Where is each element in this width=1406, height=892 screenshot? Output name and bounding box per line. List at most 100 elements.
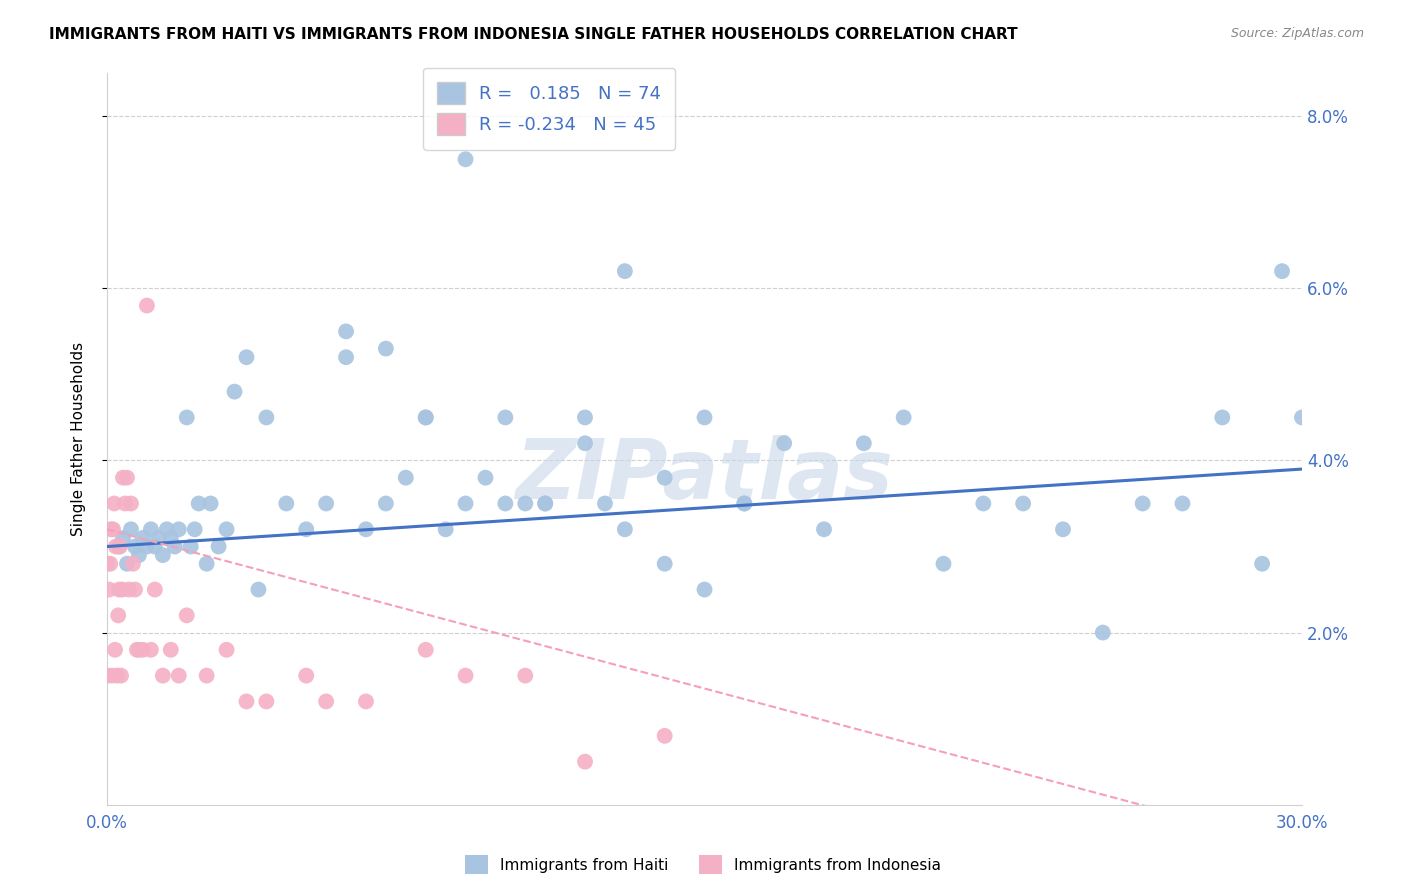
Point — [98, 582, 121, 597]
Point — [454, 496, 477, 510]
Point — [1251, 557, 1274, 571]
Text: IMMIGRANTS FROM HAITI VS IMMIGRANTS FROM INDONESIA SINGLE FATHER HOUSEHOLDS CORR: IMMIGRANTS FROM HAITI VS IMMIGRANTS FROM… — [49, 27, 1018, 42]
Point — [1171, 496, 1194, 510]
Legend: R =   0.185   N = 74, R = -0.234   N = 45: R = 0.185 N = 74, R = -0.234 N = 45 — [423, 68, 675, 150]
Point — [654, 557, 676, 571]
Point — [593, 496, 616, 510]
Point — [335, 350, 357, 364]
Point — [183, 522, 205, 536]
Point — [415, 410, 437, 425]
Point — [96, 668, 118, 682]
Point — [111, 582, 134, 597]
Point — [143, 582, 166, 597]
Point — [224, 384, 246, 399]
Point — [693, 410, 716, 425]
Point — [574, 410, 596, 425]
Point — [893, 410, 915, 425]
Point — [254, 694, 277, 708]
Point — [454, 153, 477, 167]
Point — [124, 582, 146, 597]
Point — [1211, 410, 1233, 425]
Point — [105, 668, 128, 682]
Point — [494, 496, 516, 510]
Point — [100, 522, 122, 536]
Point — [148, 531, 170, 545]
Point — [295, 522, 318, 536]
Point — [354, 694, 377, 708]
Point — [163, 540, 186, 554]
Point — [654, 729, 676, 743]
Legend: Immigrants from Haiti, Immigrants from Indonesia: Immigrants from Haiti, Immigrants from I… — [458, 849, 948, 880]
Point — [972, 496, 994, 510]
Point — [108, 540, 131, 554]
Point — [1291, 410, 1313, 425]
Point — [180, 540, 202, 554]
Point — [159, 642, 181, 657]
Point — [374, 496, 396, 510]
Text: Source: ZipAtlas.com: Source: ZipAtlas.com — [1230, 27, 1364, 40]
Point — [374, 342, 396, 356]
Point — [104, 642, 127, 657]
Point — [415, 410, 437, 425]
Point — [108, 540, 131, 554]
Y-axis label: Single Father Households: Single Father Households — [72, 342, 86, 536]
Point — [1012, 496, 1035, 510]
Point — [104, 540, 127, 554]
Point — [143, 540, 166, 554]
Point — [434, 522, 457, 536]
Point — [195, 668, 218, 682]
Point — [139, 642, 162, 657]
Point — [515, 668, 537, 682]
Point — [295, 668, 318, 682]
Point — [515, 496, 537, 510]
Point — [115, 471, 138, 485]
Point — [654, 471, 676, 485]
Point — [254, 410, 277, 425]
Point — [122, 557, 145, 571]
Point — [176, 608, 198, 623]
Point — [124, 540, 146, 554]
Point — [108, 582, 131, 597]
Point — [152, 548, 174, 562]
Point — [315, 694, 337, 708]
Point — [415, 642, 437, 657]
Point — [167, 668, 190, 682]
Point — [395, 471, 418, 485]
Point — [98, 557, 121, 571]
Point — [613, 264, 636, 278]
Point — [135, 299, 157, 313]
Point — [534, 496, 557, 510]
Point — [932, 557, 955, 571]
Point — [1132, 496, 1154, 510]
Point — [773, 436, 796, 450]
Point — [114, 496, 136, 510]
Point — [813, 522, 835, 536]
Point — [167, 522, 190, 536]
Point — [335, 325, 357, 339]
Point — [111, 471, 134, 485]
Point — [574, 436, 596, 450]
Point — [101, 522, 124, 536]
Point — [693, 582, 716, 597]
Point — [176, 410, 198, 425]
Point — [200, 496, 222, 510]
Point — [111, 531, 134, 545]
Point — [120, 496, 142, 510]
Point — [733, 496, 755, 510]
Point — [139, 522, 162, 536]
Text: ZIPatlas: ZIPatlas — [516, 435, 893, 516]
Point — [128, 642, 150, 657]
Point — [107, 608, 129, 623]
Point — [454, 668, 477, 682]
Point — [215, 522, 238, 536]
Point — [132, 642, 155, 657]
Point — [159, 531, 181, 545]
Point — [207, 540, 229, 554]
Point — [1271, 264, 1294, 278]
Point — [574, 755, 596, 769]
Point — [354, 522, 377, 536]
Point — [235, 350, 257, 364]
Point — [613, 522, 636, 536]
Point — [128, 548, 150, 562]
Point — [1091, 625, 1114, 640]
